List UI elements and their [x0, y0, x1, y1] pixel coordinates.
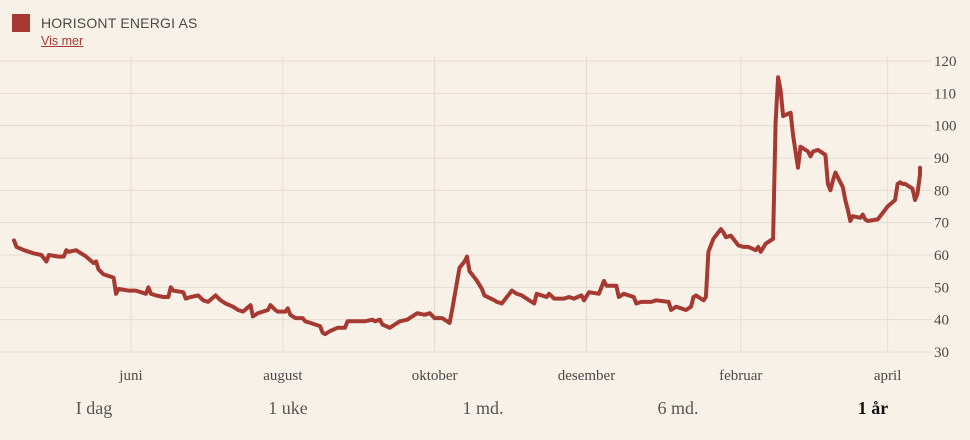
x-tick-label: juni: [118, 368, 142, 384]
series-name: HORISONT ENERGI AS: [41, 15, 198, 31]
x-tick-label: desember: [558, 368, 615, 384]
x-tick-label: oktober: [412, 368, 458, 384]
y-axis: 30 40 50 60 70 80 90 100 110 120: [934, 54, 957, 361]
range-button-day[interactable]: I dag: [75, 398, 113, 418]
y-tick-label: 120: [934, 54, 957, 70]
y-tick-label: 30: [934, 345, 949, 361]
x-tick-label: februar: [719, 368, 762, 384]
series-line: [12, 75, 922, 337]
series-layer: [12, 75, 922, 337]
y-tick-label: 50: [934, 280, 949, 296]
series-color-swatch: [12, 14, 30, 32]
x-axis: juni august oktober desember februar april: [118, 368, 901, 384]
y-tick-label: 60: [934, 248, 949, 264]
x-tick-label: april: [874, 368, 902, 384]
line-chart: juni august oktober desember februar april 30…: [0, 54, 957, 384]
y-tick-label: 80: [934, 183, 949, 199]
grid: [0, 55, 932, 353]
range-button-month[interactable]: 1 md.: [462, 398, 504, 418]
range-button-year[interactable]: 1 år: [857, 398, 889, 418]
y-tick-label: 40: [934, 313, 949, 329]
vis-mer-link[interactable]: Vis mer: [41, 34, 84, 48]
range-selector: I dag 1 uke 1 md. 6 md. 1 år: [0, 398, 970, 428]
y-tick-label: 90: [934, 151, 949, 167]
x-tick-label: august: [263, 368, 303, 384]
range-button-6-months[interactable]: 6 md.: [657, 398, 699, 418]
y-tick-label: 70: [934, 216, 949, 232]
y-tick-label: 110: [934, 86, 956, 102]
y-tick-label: 100: [934, 119, 957, 135]
range-button-week[interactable]: 1 uke: [268, 398, 308, 418]
